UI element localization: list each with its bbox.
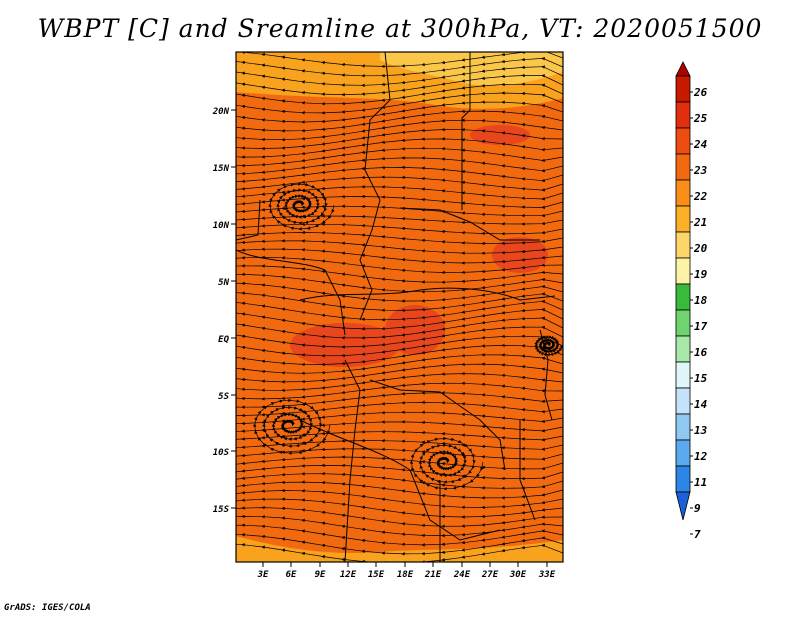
colorbar-label-5: 21 xyxy=(693,216,707,229)
colorbar-label-6: 20 xyxy=(693,242,708,255)
lon-tick-30e: 30E xyxy=(509,562,527,580)
colorbar-segment-13 xyxy=(675,387,691,415)
lat-tick-15s: 15S xyxy=(213,505,236,515)
map-panel xyxy=(236,52,563,562)
colorbar-label-8: 18 xyxy=(694,294,708,307)
lon-label-21e: 21E xyxy=(424,570,442,580)
lon-tick-3e: 3E xyxy=(257,562,269,580)
lon-tick-18e: 18E xyxy=(397,562,414,580)
lat-label-10s: 10S xyxy=(213,448,230,458)
colorbar-label-7: 19 xyxy=(694,268,708,281)
lon-label-3e: 3E xyxy=(257,570,269,580)
lat-tick-eq: EQ xyxy=(218,335,236,345)
lat-label-15n: 15N xyxy=(213,164,230,174)
lon-label-6e: 6E xyxy=(286,570,297,580)
colorbar-label-14: 12 xyxy=(694,450,708,463)
colorbar: 26 25 24 23 22 21 20 19 18 17 16 15 14 13 12 11 9 7 xyxy=(675,61,708,541)
lon-tick-15e: 15E xyxy=(368,562,385,580)
lon-tick-12e: 12E xyxy=(340,562,357,580)
grads-credit: GrADS: IGES/COLA xyxy=(4,603,91,613)
colorbar-label-10: 16 xyxy=(694,346,708,359)
lat-label-20n: 20N xyxy=(212,107,230,117)
colorbar-segment-0 xyxy=(675,61,691,77)
colorbar-label-15: 11 xyxy=(694,476,707,489)
colorbar-label-0: 26 xyxy=(693,86,708,99)
lon-tick-27e: 27E xyxy=(481,562,499,580)
colorbar-segment-4 xyxy=(675,153,691,181)
lat-tick-10n: 10N xyxy=(213,221,236,231)
colorbar-segment-16 xyxy=(675,465,691,493)
lat-tick-20n: 20N xyxy=(212,107,236,117)
lon-label-9e: 9E xyxy=(315,570,326,580)
lat-label-15s: 15S xyxy=(213,505,230,515)
lon-tick-21e: 21E xyxy=(424,562,442,580)
lon-label-24e: 24E xyxy=(453,570,471,580)
lon-tick-33e: 33E xyxy=(538,562,556,580)
lon-label-15e: 15E xyxy=(368,570,385,580)
colorbar-segment-2 xyxy=(675,101,691,129)
lat-tick-10s: 10S xyxy=(213,448,236,458)
colorbar-label-13: 13 xyxy=(694,424,708,437)
colorbar-label-1: 25 xyxy=(693,112,708,125)
lon-label-27e: 27E xyxy=(481,570,499,580)
streamline-56 xyxy=(268,182,335,231)
lon-tick-24e: 24E xyxy=(453,562,471,580)
temperature-field-warm-northeast xyxy=(492,237,548,273)
streamline-59 xyxy=(534,335,563,357)
lon-tick-6e: 6E xyxy=(286,562,297,580)
lat-label-10n: 10N xyxy=(213,221,230,231)
streamline-55 xyxy=(236,543,563,562)
lon-label-30e: 30E xyxy=(509,570,527,580)
colorbar-label-11: 15 xyxy=(694,372,708,385)
chart-title: WBPT [C] and Sreamline at 300hPa, VT: 20… xyxy=(37,14,763,43)
colorbar-segment-10 xyxy=(675,309,691,337)
map-frame xyxy=(235,51,564,563)
colorbar-label-9: 17 xyxy=(694,320,708,333)
colorbar-label-16: 9 xyxy=(694,502,701,515)
colorbar-label-2: 24 xyxy=(693,138,708,151)
colorbar-segment-9 xyxy=(675,283,691,311)
colorbar-segment-7 xyxy=(675,231,691,259)
colorbar-segment-17 xyxy=(675,491,691,521)
lon-label-33e: 33E xyxy=(538,570,556,580)
colorbar-segment-8 xyxy=(675,257,691,285)
colorbar-label-17: 7 xyxy=(694,528,701,541)
streamline-58 xyxy=(409,436,484,491)
country-borders xyxy=(236,52,556,562)
lat-label-5n: 5N xyxy=(218,278,229,288)
colorbar-segment-14 xyxy=(675,413,691,441)
lat-tick-5n: 5N xyxy=(218,278,236,288)
lat-tick-15n: 15N xyxy=(213,164,236,174)
colorbar-segment-12 xyxy=(675,361,691,389)
colorbar-segment-6 xyxy=(675,205,691,233)
longitude-axis: 3E 6E 9E 12E 15E 18E 21E 24E 27E 30E 33E xyxy=(257,562,556,580)
colorbar-segment-15 xyxy=(675,439,691,467)
lon-label-18e: 18E xyxy=(397,570,414,580)
colorbar-segment-11 xyxy=(675,335,691,363)
lon-tick-9e: 9E xyxy=(315,562,326,580)
lat-tick-5s: 5S xyxy=(218,392,236,402)
streamlines xyxy=(236,52,563,562)
colorbar-segment-3 xyxy=(675,127,691,155)
colorbar-label-3: 23 xyxy=(693,164,708,177)
colorbar-segment-1 xyxy=(675,75,691,103)
colorbar-label-12: 14 xyxy=(694,398,708,411)
colorbar-label-4: 22 xyxy=(693,190,708,203)
colorbar-segment-5 xyxy=(675,179,691,207)
lat-label-eq: EQ xyxy=(218,335,229,345)
latitude-axis: 20N 15N 10N 5N EQ 5S 10S 15S xyxy=(212,107,236,515)
lon-label-12e: 12E xyxy=(340,570,357,580)
lat-label-5s: 5S xyxy=(218,392,229,402)
